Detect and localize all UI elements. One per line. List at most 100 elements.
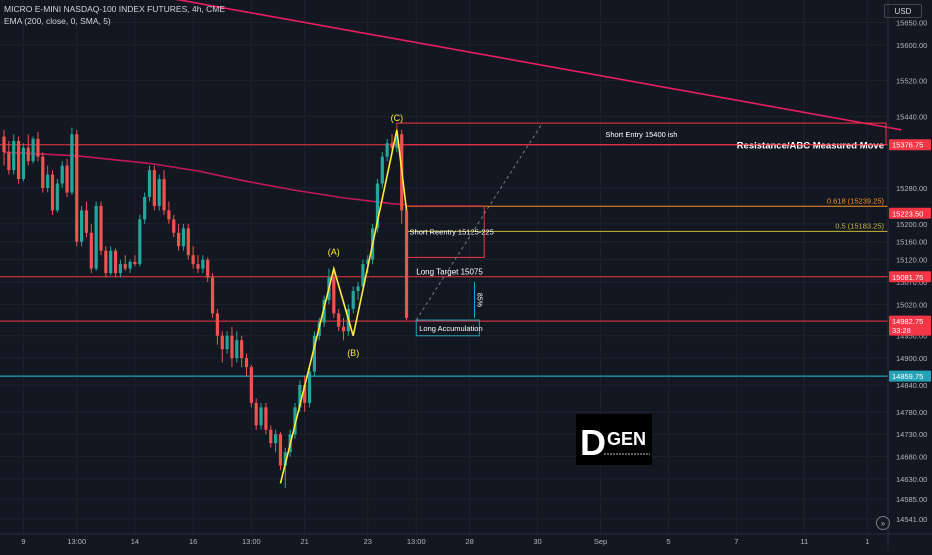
resistance-trendline [175, 0, 902, 131]
candle-body [36, 138, 40, 157]
logo-text: GEN [607, 429, 646, 449]
candle-body [181, 228, 186, 247]
projection-line [415, 122, 543, 321]
candle-body [75, 134, 79, 242]
x-tick-label: 13:00 [242, 537, 261, 546]
zones: Short Entry 15400 ish Short Reentry 15125… [396, 122, 887, 337]
x-tick-label: 28 [465, 537, 473, 546]
candle-body [177, 232, 181, 247]
candle-body [113, 250, 118, 274]
x-tick-label: 5 [666, 537, 670, 546]
candle-body [162, 179, 166, 211]
level-label: 0.618 (15239.25) [827, 196, 885, 205]
candle-body [55, 183, 59, 211]
candle-body [196, 264, 200, 269]
candle-body [274, 434, 278, 444]
x-tick-label: 1 [865, 537, 869, 546]
candle-body [210, 277, 215, 314]
x-tick-label: 11 [800, 537, 808, 546]
candle-body [298, 384, 302, 408]
candle-body [395, 134, 399, 148]
candle-body [118, 264, 122, 274]
countdown-tag: 33:28 [892, 326, 911, 335]
level-label: Resistance/ABC Measured Move [737, 141, 884, 152]
candle-body [152, 170, 156, 206]
candle-body [89, 232, 93, 269]
candle-body [249, 367, 253, 403]
logo-letter: D [580, 422, 606, 463]
candle-body [104, 250, 108, 274]
drawings: (A) (B) (C) 85% [279, 113, 543, 484]
indicator-legend[interactable]: EMA (200, close, 0, SMA, 5) [4, 16, 111, 26]
y-tick-label: 15070.00 [896, 278, 927, 287]
x-tick-label: 21 [301, 537, 309, 546]
candle-body [366, 259, 370, 265]
price-tag-bg [889, 207, 931, 219]
candle-body [41, 156, 45, 189]
zone-label: Short Entry 15400 ish [605, 130, 677, 139]
candle-body [46, 174, 50, 189]
candle-body [385, 143, 389, 157]
price-tag-bg [889, 271, 931, 283]
y-tick-label: 14585.00 [896, 495, 927, 504]
x-tick-label: 7 [734, 537, 738, 546]
candle-body [235, 340, 239, 359]
candle-body [186, 228, 190, 256]
wave-label: (B) [347, 348, 359, 358]
candle-body [147, 170, 152, 197]
candle-body [269, 429, 273, 444]
y-tick-label: 14950.00 [896, 332, 927, 341]
y-tick-label: 14900.00 [896, 354, 927, 363]
y-tick-label: 14630.00 [896, 475, 927, 484]
y-tick-label: 15440.00 [896, 112, 927, 121]
price-tag: 15223.50 [892, 209, 923, 218]
grid [0, 0, 888, 534]
candle-body [99, 205, 103, 251]
y-tick-label: 14780.00 [896, 408, 927, 417]
candle-body [70, 134, 74, 193]
x-tick-label: 13:00 [407, 537, 426, 546]
x-tick-label: 30 [533, 537, 541, 546]
candle-body [94, 205, 98, 269]
candle-body [206, 259, 210, 278]
price-axis: 15650.00 15600.00 15520.00 15440.00 15280.00… [887, 0, 931, 550]
candle-body [283, 452, 287, 466]
price-tag: 15081.75 [892, 273, 923, 282]
candle-body [2, 136, 6, 153]
candle-body [293, 407, 297, 435]
x-tick-label: 16 [189, 537, 197, 546]
y-tick-label: 14840.00 [896, 381, 927, 390]
x-tick-label: Sep [594, 537, 607, 546]
wave-label: (C) [391, 113, 404, 123]
y-tick-label: 14680.00 [896, 453, 927, 462]
candle-body [264, 407, 268, 430]
candle-body [21, 147, 25, 180]
candle-body [50, 174, 55, 211]
ema-line [3, 151, 407, 206]
y-tick-label: 15600.00 [896, 41, 927, 50]
candle-body [143, 196, 147, 220]
candle-body [254, 402, 258, 426]
go-to-realtime-icon[interactable]: » [876, 516, 890, 530]
candle-body [240, 340, 244, 359]
candle-body [109, 250, 113, 274]
y-tick-label: 14541.00 [896, 515, 927, 524]
candle-body [167, 210, 171, 220]
currency-button[interactable]: USD [884, 4, 922, 18]
candle-body [356, 286, 360, 291]
x-tick-label: 13:00 [67, 537, 86, 546]
price-tag: 14982.75 [892, 317, 923, 326]
y-tick-label: 15650.00 [896, 18, 927, 27]
candle-body [390, 143, 394, 148]
candle-body [26, 147, 30, 162]
candle-body [361, 264, 365, 287]
price-tag: 15376.75 [892, 141, 923, 150]
y-tick-label: 15160.00 [896, 238, 927, 247]
candle-body [138, 219, 142, 265]
symbol-title: MICRO E-MINI NASDAQ-100 INDEX FUTURES, 4… [4, 4, 226, 14]
y-tick-label: 15200.00 [896, 220, 927, 229]
candle-body [225, 335, 229, 350]
candle-body [7, 152, 11, 171]
